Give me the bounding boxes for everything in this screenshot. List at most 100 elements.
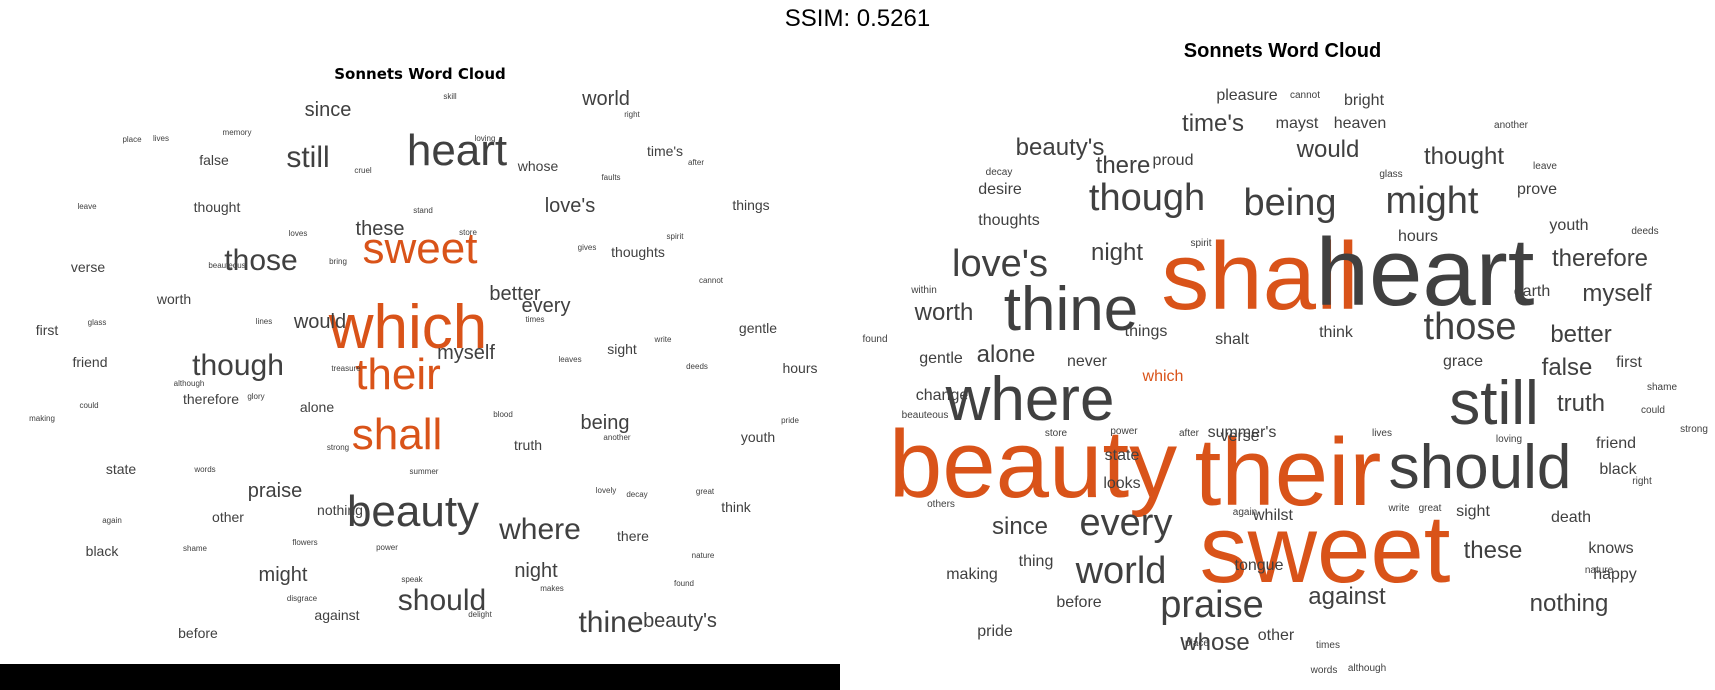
cloud-word: disgrace	[286, 594, 318, 603]
cloud-word: mayst	[1275, 115, 1319, 132]
cloud-word: flowers	[292, 538, 318, 547]
cloud-word: whose	[1180, 629, 1250, 656]
cloud-word: delight	[468, 610, 492, 619]
cloud-word: decay	[985, 167, 1013, 178]
cloud-word: black	[1599, 461, 1637, 478]
cloud-word: stand	[413, 206, 433, 215]
cloud-word: although	[1347, 663, 1387, 674]
cloud-word: since	[991, 513, 1049, 540]
cloud-word: again	[102, 516, 122, 525]
cloud-word: should	[397, 584, 487, 617]
cloud-word: friend	[72, 354, 108, 370]
cloud-word: world	[1075, 550, 1167, 592]
cloud-word: black	[85, 543, 119, 559]
cloud-word: since	[304, 99, 352, 121]
cloud-word: thoughts	[978, 212, 1040, 229]
cloud-word: state	[1104, 447, 1140, 464]
cloud-word: pride	[781, 416, 799, 425]
cloud-word: summer's	[1207, 424, 1277, 441]
cloud-word: therefore	[1551, 245, 1649, 272]
cloud-word: could	[1641, 405, 1665, 416]
cloud-word: things	[1124, 323, 1168, 340]
cloud-word: think	[1319, 324, 1353, 341]
cloud-word: write	[654, 335, 672, 344]
cloud-word: before	[1056, 594, 1102, 611]
cloud-word: knows	[1588, 540, 1634, 557]
cloud-word: worth	[914, 299, 974, 326]
cloud-word: nothing	[1529, 590, 1609, 617]
cloud-word: where	[945, 365, 1115, 434]
cloud-word: place	[1185, 638, 1209, 649]
cloud-word: treasure	[331, 364, 361, 373]
cloud-word: before	[178, 625, 218, 641]
cloud-word: right	[624, 110, 640, 119]
cloud-word: there	[617, 528, 649, 544]
cloud-word: heaven	[1333, 115, 1387, 132]
cloud-word: truth	[513, 437, 543, 453]
cloud-word: lives	[152, 134, 170, 143]
cloud-word: making	[946, 566, 998, 583]
cloud-word: myself	[437, 342, 495, 364]
cloud-word: cannot	[698, 276, 724, 285]
cloud-word: grace	[1442, 353, 1484, 370]
cloud-word: could	[79, 401, 99, 410]
cloud-word: change	[915, 387, 969, 404]
cloud-word: gives	[577, 243, 597, 252]
right-word-cloud: which shall their beauty sweet heart thine wher…	[850, 0, 1715, 690]
cloud-word: shalt	[1215, 331, 1249, 348]
cloud-word: should	[1388, 433, 1572, 502]
cloud-word: being	[580, 412, 630, 434]
cloud-word: power	[376, 543, 398, 552]
cloud-word: night	[1090, 239, 1144, 266]
cloud-word: other	[1257, 627, 1295, 644]
cloud-word: spirit	[1190, 238, 1212, 249]
cloud-word: whilst	[1252, 507, 1294, 524]
cloud-word: night	[514, 560, 558, 582]
cloud-word: these	[1463, 537, 1523, 564]
cloud-word: desire	[978, 181, 1022, 198]
cloud-word: verse	[1220, 428, 1260, 445]
cloud-word: thoughts	[611, 244, 665, 260]
cloud-word: verse	[70, 259, 106, 275]
cloud-word: things	[732, 197, 770, 213]
cloud-word: better	[1550, 321, 1612, 348]
cloud-word: might	[1385, 180, 1479, 222]
cloud-word: glory	[247, 392, 265, 401]
cloud-word: pleasure	[1216, 87, 1278, 104]
cloud-word: power	[1110, 426, 1138, 437]
cloud-word: time's	[1182, 110, 1244, 137]
cloud-word: these	[355, 218, 405, 240]
cloud-word: sight	[607, 341, 637, 357]
cloud-word: others	[927, 499, 955, 510]
cloud-word: other	[212, 509, 244, 525]
cloud-word: still	[286, 141, 330, 174]
cloud-word: worth	[156, 291, 192, 307]
right-word-cloud-panel: Sonnets Word Cloud which shall their beauty…	[850, 0, 1715, 690]
cloud-word: youth	[740, 429, 776, 445]
cloud-word: beauty's	[643, 610, 717, 632]
cloud-word: nothing	[317, 502, 363, 518]
cloud-word: spirit	[666, 232, 684, 241]
cloud-word: nature	[1584, 565, 1614, 576]
cloud-word: times	[525, 315, 545, 324]
cloud-word: although	[173, 379, 205, 388]
cloud-word: great	[1418, 503, 1442, 514]
cloud-word: bring	[329, 257, 347, 266]
cloud-word: right	[1632, 476, 1652, 487]
cloud-word: found	[673, 579, 695, 588]
cloud-word: might	[258, 564, 308, 586]
cloud-word: another	[1494, 120, 1528, 131]
cloud-word: blood	[493, 410, 513, 419]
cloud-word: making	[29, 414, 55, 423]
cloud-word: still	[1449, 369, 1539, 438]
cloud-word: youth	[1549, 217, 1589, 234]
cloud-word: loving	[474, 134, 496, 143]
cloud-word: store	[459, 228, 477, 237]
cloud-word: gentle	[919, 350, 963, 367]
cloud-word: their	[355, 350, 441, 399]
cloud-word: shame	[182, 544, 208, 553]
left-word-cloud-panel: Sonnets Word Cloud which their shall sweet h…	[0, 0, 840, 690]
cloud-word: great	[695, 487, 715, 496]
cloud-word: thine	[578, 606, 644, 639]
cloud-word: alone	[976, 341, 1036, 368]
